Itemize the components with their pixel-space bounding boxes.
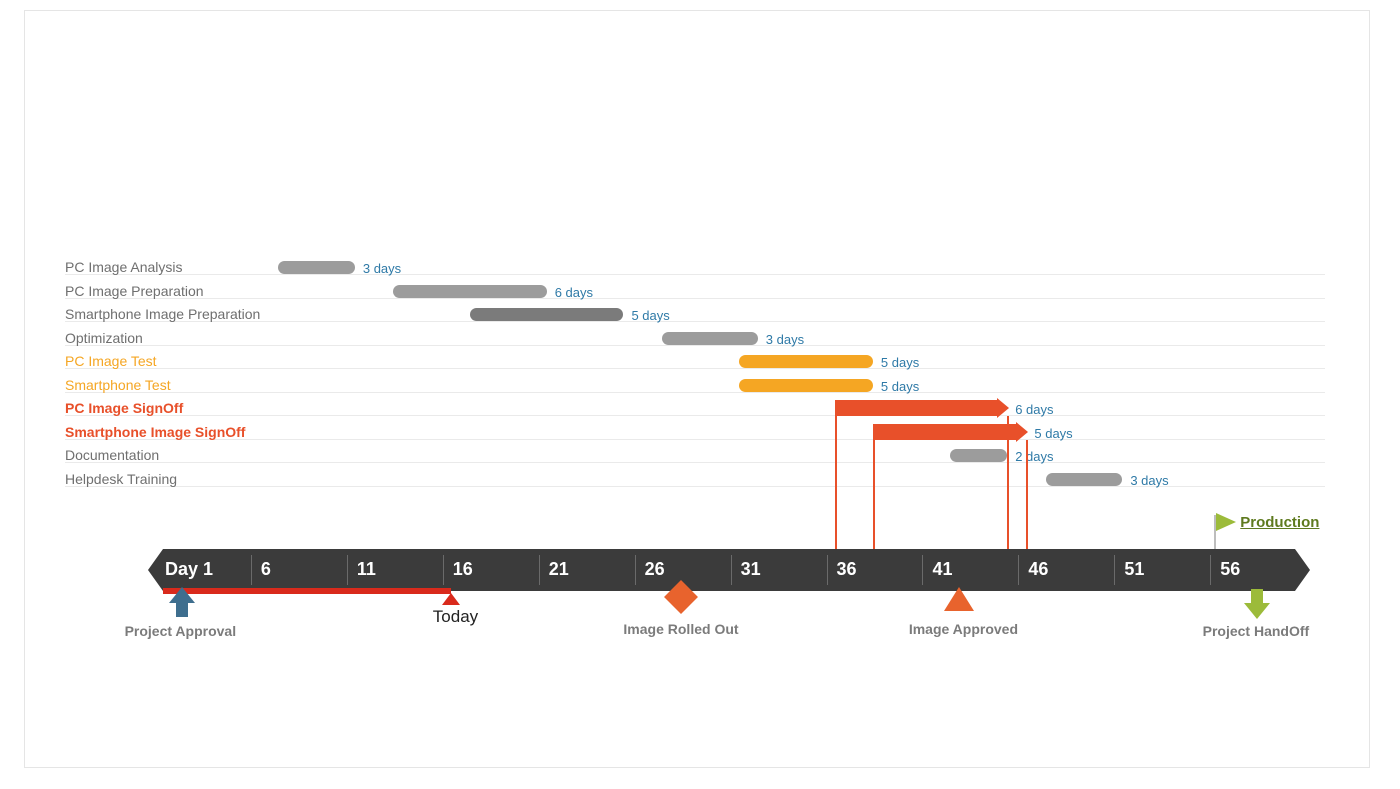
axis-progress <box>163 588 451 594</box>
axis-tick-label: Day 1 <box>165 559 213 580</box>
task-duration: 6 days <box>555 285 593 300</box>
axis-separator <box>347 555 348 585</box>
axis-separator <box>443 555 444 585</box>
task-bar <box>393 285 546 298</box>
arrow-up-icon <box>169 587 195 617</box>
task-duration: 2 days <box>1015 449 1053 464</box>
axis-separator <box>922 555 923 585</box>
time-axis: Day 1 6 11 16 21 26 31 36 41 46 51 56 <box>163 549 1295 591</box>
axis-tick-label: 31 <box>741 559 761 580</box>
task-duration: 5 days <box>881 355 919 370</box>
axis-separator <box>827 555 828 585</box>
marker-label: Image Approved <box>909 621 1018 637</box>
task-duration: 3 days <box>363 261 401 276</box>
task-duration: 6 days <box>1015 402 1053 417</box>
gantt-chart: PC Image Analysis3 daysPC Image Preparat… <box>65 255 1325 655</box>
axis-tick-label: 11 <box>357 559 376 580</box>
axis-tick-label: 26 <box>645 559 665 580</box>
axis-tick-label: 36 <box>837 559 857 580</box>
flag-icon <box>1216 513 1236 531</box>
task-bar <box>739 355 873 368</box>
marker-label: Today <box>433 607 478 627</box>
chart-frame: PC Image Analysis3 daysPC Image Preparat… <box>24 10 1370 768</box>
axis-tick-label: 16 <box>453 559 473 580</box>
task-duration: 3 days <box>766 332 804 347</box>
axis-separator <box>1114 555 1115 585</box>
marker-label: Image Rolled Out <box>623 621 738 637</box>
task-label: Helpdesk Training <box>65 471 465 487</box>
marker-label: Project Approval <box>125 623 237 639</box>
caret-up-icon <box>442 593 460 605</box>
axis-separator <box>1210 555 1211 585</box>
axis-separator <box>635 555 636 585</box>
task-bar <box>835 400 1008 416</box>
task-bar <box>278 261 355 274</box>
axis-tick-label: 56 <box>1220 559 1240 580</box>
task-bar <box>470 308 623 321</box>
task-label: Smartphone Test <box>65 377 465 393</box>
axis-tick-label: 6 <box>261 559 271 580</box>
task-label: Smartphone Image SignOff <box>65 424 465 440</box>
marker-label: Project HandOff <box>1203 623 1310 639</box>
task-label: Documentation <box>65 447 465 463</box>
axis-separator <box>1018 555 1019 585</box>
task-label: PC Image Analysis <box>65 259 465 275</box>
task-label: Optimization <box>65 330 465 346</box>
task-label: PC Image SignOff <box>65 400 465 416</box>
task-duration: 5 days <box>1034 426 1072 441</box>
flag-label: Production <box>1240 514 1319 531</box>
task-duration: 5 days <box>631 308 669 323</box>
dependency-line <box>1026 440 1028 549</box>
axis-separator <box>731 555 732 585</box>
axis-tick-label: 21 <box>549 559 569 580</box>
task-bar <box>1046 473 1123 486</box>
axis-tick-label: 51 <box>1124 559 1144 580</box>
arrow-down-icon <box>1244 589 1270 619</box>
task-bar <box>950 449 1008 462</box>
axis-tick-label: 41 <box>932 559 952 580</box>
task-duration: 3 days <box>1130 473 1168 488</box>
dependency-line <box>873 440 875 549</box>
dependency-line <box>1007 416 1009 549</box>
axis-tick-label: 46 <box>1028 559 1048 580</box>
triangle-icon <box>944 587 974 611</box>
task-bar <box>739 379 873 392</box>
axis-separator <box>539 555 540 585</box>
task-bar <box>873 424 1026 440</box>
task-label: Smartphone Image Preparation <box>65 306 465 322</box>
task-duration: 5 days <box>881 379 919 394</box>
axis-separator <box>251 555 252 585</box>
task-label: PC Image Test <box>65 353 465 369</box>
dependency-line <box>835 416 837 549</box>
task-bar <box>662 332 758 345</box>
